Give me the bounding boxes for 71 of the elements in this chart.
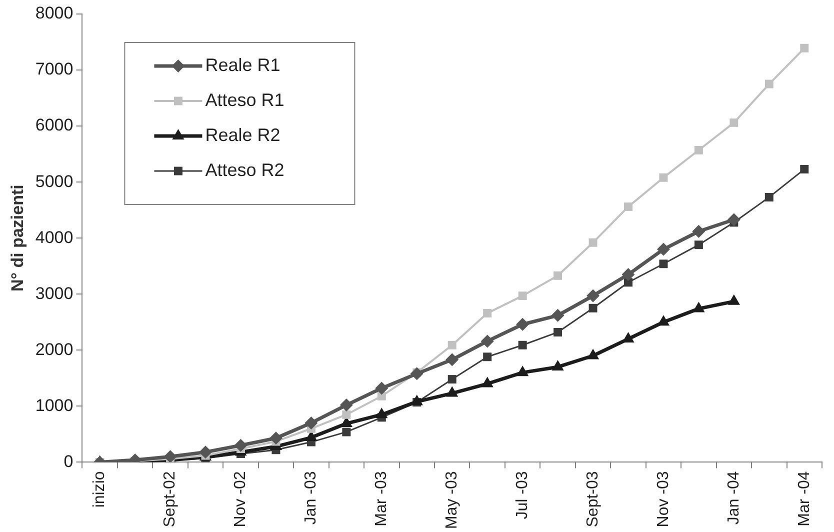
- point: [800, 44, 809, 52]
- point: [376, 408, 388, 418]
- legend-label: Atteso R2: [205, 160, 284, 180]
- y-tick-label: 0: [64, 452, 74, 471]
- point: [234, 438, 248, 452]
- point: [410, 367, 424, 380]
- x-tick-label: inizio: [91, 471, 108, 508]
- point: [164, 450, 177, 462]
- point: [692, 224, 706, 238]
- point: [342, 428, 351, 436]
- point: [551, 308, 564, 322]
- point: [659, 173, 668, 182]
- y-tick-label: 4000: [35, 228, 74, 247]
- point: [446, 353, 459, 366]
- point: [410, 394, 423, 406]
- point: [516, 366, 529, 376]
- x-tick-label: Jan -04: [725, 471, 742, 525]
- x-tick-label: Nov -03: [654, 471, 672, 528]
- point: [586, 289, 600, 302]
- point: [730, 118, 738, 127]
- x-tick-label: Mar -04: [796, 471, 813, 526]
- point: [448, 340, 456, 350]
- point: [448, 375, 456, 384]
- point: [518, 292, 527, 300]
- point: [659, 260, 668, 268]
- point: [694, 240, 703, 250]
- point: [481, 376, 494, 388]
- point: [199, 446, 212, 459]
- y-tick-label: 8000: [35, 4, 74, 23]
- x-tick-label: Jul -03: [514, 471, 531, 520]
- point: [483, 308, 492, 318]
- point: [483, 352, 492, 362]
- point: [518, 340, 527, 350]
- legend-label: Reale R1: [205, 54, 280, 75]
- point: [480, 334, 494, 348]
- legend-label: Atteso R1: [205, 90, 284, 110]
- point: [622, 268, 635, 282]
- x-tick-label: Mar -03: [373, 471, 390, 526]
- point: [588, 238, 598, 247]
- point: [446, 386, 458, 397]
- x-tick-label: Nov -02: [232, 471, 250, 528]
- x-tick-label: Sept-02: [162, 471, 179, 528]
- point: [342, 410, 351, 419]
- point: [656, 242, 670, 256]
- point: [692, 302, 705, 312]
- point: [727, 213, 740, 226]
- y-axis-title: N° di pazienti: [8, 184, 27, 292]
- y-tick-label: 6000: [35, 116, 74, 135]
- point: [800, 164, 809, 174]
- x-tick-label: Sept-03: [584, 471, 602, 528]
- point: [375, 382, 388, 395]
- point: [624, 202, 632, 211]
- y-tick-label: 7000: [35, 60, 74, 79]
- point: [694, 146, 703, 154]
- point: [554, 328, 562, 336]
- point: [340, 398, 353, 412]
- x-tick-label: Jan -03: [302, 471, 320, 525]
- y-tick-label: 1000: [35, 396, 74, 415]
- y-tick-label: 5000: [35, 172, 74, 191]
- point: [586, 348, 600, 360]
- point: [764, 192, 774, 202]
- y-tick-label: 3000: [35, 284, 74, 303]
- x-tick-label: May -03: [444, 471, 461, 529]
- point: [764, 80, 774, 88]
- point: [588, 304, 598, 312]
- y-tick-label: 2000: [35, 340, 74, 359]
- point: [554, 271, 562, 280]
- point: [269, 432, 282, 445]
- point: [516, 318, 530, 331]
- legend-label: Reale R2: [205, 124, 280, 145]
- point: [304, 416, 318, 430]
